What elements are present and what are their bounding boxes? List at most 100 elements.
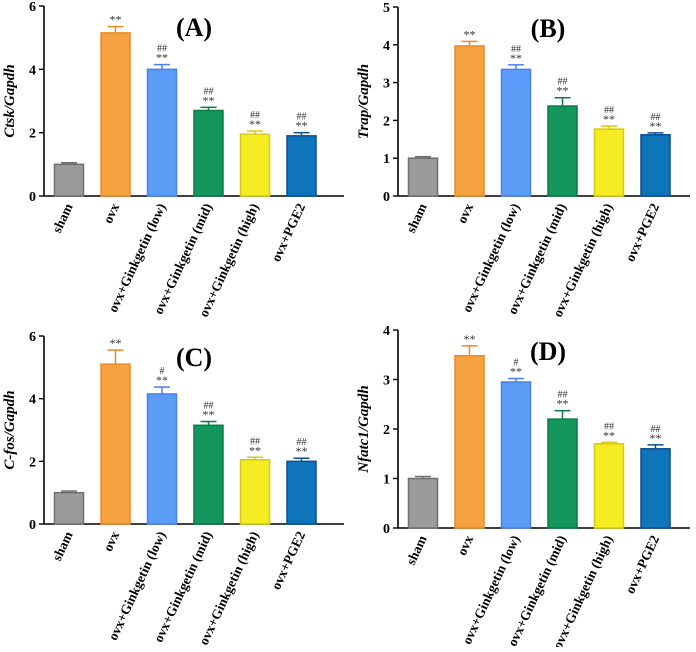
panel-1-xtick-label-0: sham (49, 200, 76, 235)
panel-4-annotation-3-1: ** (557, 397, 569, 411)
panel-1-annotation-4-0: ## (250, 110, 260, 121)
panel-1-title: (A) (176, 13, 212, 42)
panel-4-bar-0 (407, 477, 439, 529)
panel-1-ytick-label-0: 0 (29, 190, 36, 205)
panel-3-annotation-2-1: ** (156, 373, 168, 387)
panel-4-annotation-2-0: # (514, 358, 519, 369)
panel-4-ytick-label-2: 2 (383, 423, 390, 438)
panel-4-xtick-label-5: ovx+PGE2 (622, 533, 662, 596)
panel-4-annotation-2-1: ** (510, 365, 522, 379)
panel-2-annotation-4-0: ## (604, 105, 614, 116)
panel-2-bar-5 (640, 134, 671, 197)
panel-1-annotation-3-0: ## (204, 86, 214, 97)
panel-3-annotation-3-1: ** (203, 408, 215, 422)
panel-3-xtick-label-1: ovx (100, 529, 122, 554)
panel-4-bar-3 (547, 418, 578, 529)
panel-2-bar-0 (407, 157, 439, 197)
panel-2-bar-1 (454, 45, 485, 197)
panel-4-annotation-4-0: ## (604, 421, 614, 432)
panel-1-annotation-4-1: ** (249, 117, 261, 131)
panel-3-ylabel: C-fos/Gapdh (2, 390, 18, 469)
panel-1-ytick-label-1: 2 (29, 127, 36, 142)
panel-2-ytick-label-5: 5 (383, 1, 390, 16)
panel-1-bar-0 (53, 163, 85, 197)
panel-2-bar-3 (547, 105, 578, 197)
panel-1-annotation-5-0: ## (297, 112, 307, 123)
panel-3-ytick-label-2: 4 (29, 393, 36, 408)
panel-1-annotation-1-0: ** (110, 13, 122, 27)
panel-2-ytick-label-4: 4 (383, 39, 390, 54)
panel-2-annotation-2-0: ## (511, 44, 521, 55)
panel-1-annotation-2-0: ## (157, 44, 167, 55)
panel-1-ylabel: Ctsk/Gapdh (2, 64, 18, 137)
panel-2-ytick-label-3: 3 (383, 77, 390, 92)
panel-1-bar-2 (146, 68, 178, 197)
panel-2-xtick-label-0: sham (403, 200, 430, 235)
panel-1-ytick-label-3: 6 (29, 0, 36, 15)
panel-3-title: (C) (176, 343, 212, 372)
panel-3-bar-1 (100, 363, 131, 525)
panel-4-bar-4 (593, 443, 625, 529)
panel-3-annotation-1-0: ** (110, 336, 122, 350)
panel-4-bar-1 (454, 354, 485, 529)
panel-3-bar-4 (239, 459, 271, 525)
panel-2-ylabel: Trap/Gapdh (356, 64, 372, 139)
panel-2-annotation-5-0: ## (651, 112, 661, 123)
panel-4-ytick-label-3: 3 (383, 374, 390, 389)
panel-3-ytick-label-3: 6 (29, 330, 36, 345)
panel-3-annotation-4-1: ** (249, 443, 261, 457)
panel-4-ylabel: Nfatc1/Gapdh (356, 385, 372, 474)
panel-3-ytick-label-1: 2 (29, 455, 36, 470)
panel-3-bar-2 (146, 393, 178, 525)
panel-2-annotation-3-0: ## (558, 77, 568, 88)
panel-2-ytick-label-2: 2 (383, 114, 390, 129)
panel-4-bar-5 (640, 448, 671, 529)
panel-3-annotation-3-0: ## (204, 401, 214, 412)
panel-1-bar-1 (100, 32, 131, 197)
panel-2-xtick-label-5: ovx+PGE2 (622, 201, 662, 264)
panel-4-xtick-label-0: sham (403, 532, 430, 567)
panel-4-annotation-5-1: ** (650, 431, 662, 445)
panel-2-bar-4 (593, 128, 625, 197)
panel-4-bar-2 (500, 381, 532, 529)
panel-1-annotation-5-1: ** (296, 119, 308, 133)
panel-4-annotation-4-1: ** (603, 428, 615, 442)
panel-2-ytick-label-1: 1 (383, 152, 390, 167)
panel-2-annotation-5-1: ** (650, 119, 662, 133)
panel-3-bar-3 (193, 424, 224, 525)
panel-2-annotation-3-1: ** (557, 84, 569, 98)
panel-1-bar-5 (286, 135, 317, 197)
panel-2-annotation-4-1: ** (603, 112, 615, 126)
panel-1-xtick-label-5: ovx+PGE2 (268, 201, 308, 264)
panel-4-annotation-5-0: ## (651, 424, 661, 435)
panel-2-xtick-label-1: ovx (454, 201, 476, 226)
panel-1-annotation-3-1: ** (203, 93, 215, 107)
panel-1-ytick-label-2: 4 (29, 63, 36, 78)
panel-4-title: (D) (530, 337, 566, 366)
panel-3-bar-0 (53, 491, 85, 525)
panel-2-annotation-1-0: ** (464, 27, 476, 41)
panel-2-ytick-label-0: 0 (383, 190, 390, 205)
panel-3-annotation-2-0: # (160, 366, 165, 377)
panel-2-title: (B) (531, 14, 566, 43)
panel-4-xtick-label-1: ovx (454, 533, 476, 558)
panel-1-xtick-label-1: ovx (100, 201, 122, 226)
panel-3-xtick-label-5: ovx+PGE2 (268, 529, 308, 592)
panel-3-annotation-5-1: ** (296, 444, 308, 458)
panel-3-annotation-5-0: ## (297, 437, 307, 448)
panel-1-bar-4 (239, 133, 271, 197)
panel-3-xtick-label-0: sham (49, 528, 76, 563)
panel-4-ytick-label-0: 0 (383, 522, 390, 537)
panel-4-ytick-label-4: 4 (383, 324, 390, 339)
panel-3-bar-5 (286, 460, 317, 525)
panel-2-annotation-2-1: ** (510, 51, 522, 65)
panel-4-ytick-label-1: 1 (383, 473, 390, 488)
panel-4-annotation-3-0: ## (558, 390, 568, 401)
panel-1-bar-3 (193, 109, 224, 197)
panel-3-ytick-label-0: 0 (29, 518, 36, 533)
panel-1-annotation-2-1: ** (156, 51, 168, 65)
panel-2-bar-2 (500, 68, 532, 197)
panel-3-annotation-4-0: ## (250, 436, 260, 447)
